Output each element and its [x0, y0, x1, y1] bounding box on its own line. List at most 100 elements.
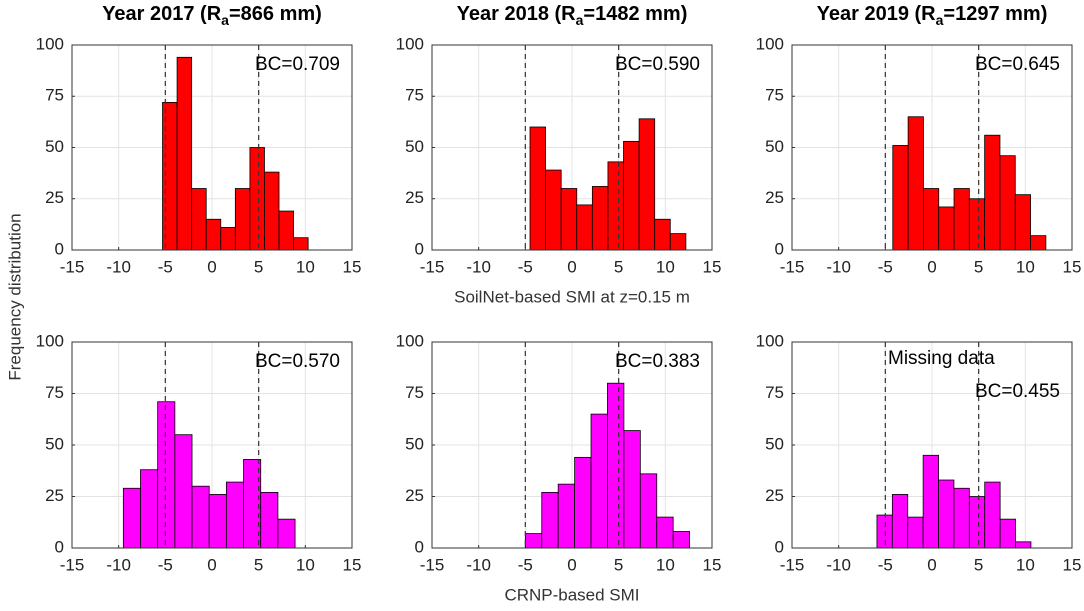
annotation: BC=0.570: [255, 351, 340, 372]
bar: [225, 481, 244, 549]
bar: [1030, 235, 1047, 251]
title-part: =866 mm): [229, 3, 322, 25]
y-tick-label: 25: [45, 486, 64, 505]
title-part: a: [576, 12, 584, 28]
y-tick-label: 100: [36, 34, 64, 53]
y-tick-label: 50: [45, 137, 64, 156]
title-part: Year 2018 (R: [457, 3, 577, 25]
y-tick-label: 75: [405, 86, 424, 105]
bar: [892, 145, 909, 251]
title-part: =1297 mm): [943, 3, 1047, 25]
bar: [524, 533, 543, 549]
x-tick-label: -10: [466, 257, 491, 276]
bar: [984, 134, 1001, 251]
bar: [984, 481, 1001, 549]
x-tick-label: -15: [60, 555, 85, 574]
bar: [560, 188, 578, 251]
y-tick-label: 100: [36, 331, 64, 350]
y-tick-label: 100: [396, 331, 424, 350]
bar: [122, 487, 141, 549]
y-tick-label: 75: [45, 86, 64, 105]
y-tick-label: 100: [756, 331, 784, 350]
bar: [638, 118, 656, 251]
x-tick-label: 0: [927, 257, 936, 276]
x-tick-label: 0: [567, 257, 576, 276]
annotation: BC=0.383: [615, 351, 700, 372]
x-tick-label: -5: [158, 555, 173, 574]
bar: [557, 483, 576, 549]
bar: [576, 204, 593, 251]
bar: [938, 206, 955, 251]
title-part: a: [936, 12, 944, 28]
bar: [293, 237, 309, 251]
x-tick-label: 5: [974, 257, 983, 276]
bar: [672, 531, 691, 549]
x-tick-label: -15: [780, 257, 805, 276]
y-tick-label: 50: [405, 434, 424, 453]
axes-box: [791, 44, 1073, 251]
axes-box: [431, 341, 713, 549]
x-tick-label: -5: [518, 555, 533, 574]
bar: [234, 188, 251, 251]
x-tick-label: 15: [703, 555, 722, 574]
title-part: =1482 mm): [583, 3, 687, 25]
y-tick-label: 75: [45, 383, 64, 402]
bar: [923, 188, 940, 251]
annotation: BC=0.455: [975, 381, 1060, 402]
x-tick-label: 0: [567, 555, 576, 574]
x-tick-label: 10: [656, 257, 675, 276]
bar: [876, 514, 893, 549]
bar: [176, 56, 193, 251]
bar: [654, 218, 671, 251]
x-tick-label: 10: [296, 257, 315, 276]
chart-title: Year 2018 (Ra=1482 mm): [457, 3, 688, 27]
x-tick-label: 0: [927, 555, 936, 574]
bar: [639, 473, 658, 549]
x-tick-label: -15: [420, 257, 445, 276]
bar: [623, 140, 640, 251]
bar: [999, 518, 1016, 549]
y-tick-label: 25: [45, 188, 64, 207]
bar: [277, 518, 296, 549]
x-tick-label: -15: [420, 555, 445, 574]
x-tick-label: -5: [878, 257, 893, 276]
axes-box: [791, 341, 1073, 549]
bar: [907, 116, 924, 251]
bar: [590, 413, 608, 549]
x-tick-label: 15: [343, 257, 362, 276]
x-tick-label: 0: [207, 257, 216, 276]
x-tick-label: 10: [656, 555, 675, 574]
annotation: BC=0.645: [975, 54, 1060, 75]
x-axis-label: CRNP-based SMI: [504, 585, 639, 604]
y-axis-label: Frequency distribution: [5, 213, 24, 380]
bar: [545, 169, 562, 251]
y-tick-label: 25: [765, 486, 784, 505]
bar: [656, 516, 674, 549]
bar: [907, 516, 924, 549]
x-tick-label: 5: [974, 555, 983, 574]
bar: [607, 382, 625, 549]
bar: [249, 147, 265, 251]
y-tick-label: 0: [775, 537, 784, 556]
axes-box: [71, 44, 353, 251]
bar: [999, 155, 1016, 251]
y-tick-label: 100: [756, 34, 784, 53]
x-tick-label: -10: [106, 257, 131, 276]
annotation: BC=0.590: [615, 54, 700, 75]
bar: [953, 188, 970, 251]
bar: [191, 485, 210, 549]
x-tick-label: 15: [1063, 555, 1082, 574]
bar: [264, 171, 280, 251]
x-tick-label: 5: [614, 555, 623, 574]
x-tick-label: 15: [703, 257, 722, 276]
bar: [938, 479, 955, 549]
y-tick-label: 100: [396, 34, 424, 53]
y-tick-label: 0: [415, 239, 424, 258]
x-tick-label: 5: [254, 555, 263, 574]
x-tick-label: -10: [826, 555, 851, 574]
bar: [1014, 194, 1031, 251]
x-axis-label: SoilNet-based SMI at z=0.15 m: [454, 287, 690, 306]
bar: [220, 227, 236, 251]
bar: [174, 434, 193, 549]
y-tick-label: 75: [765, 383, 784, 402]
